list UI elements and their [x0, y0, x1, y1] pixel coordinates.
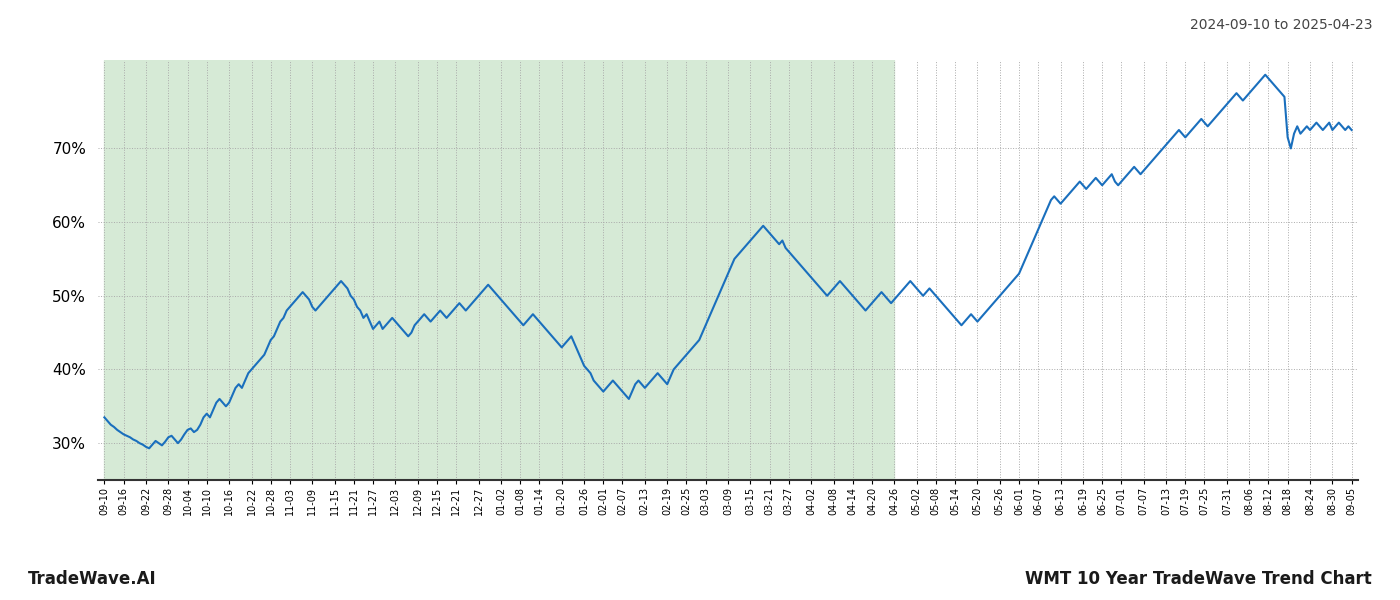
- Text: WMT 10 Year TradeWave Trend Chart: WMT 10 Year TradeWave Trend Chart: [1025, 570, 1372, 588]
- Text: 2024-09-10 to 2025-04-23: 2024-09-10 to 2025-04-23: [1190, 18, 1372, 32]
- Bar: [105, 60, 895, 480]
- Text: TradeWave.AI: TradeWave.AI: [28, 570, 157, 588]
